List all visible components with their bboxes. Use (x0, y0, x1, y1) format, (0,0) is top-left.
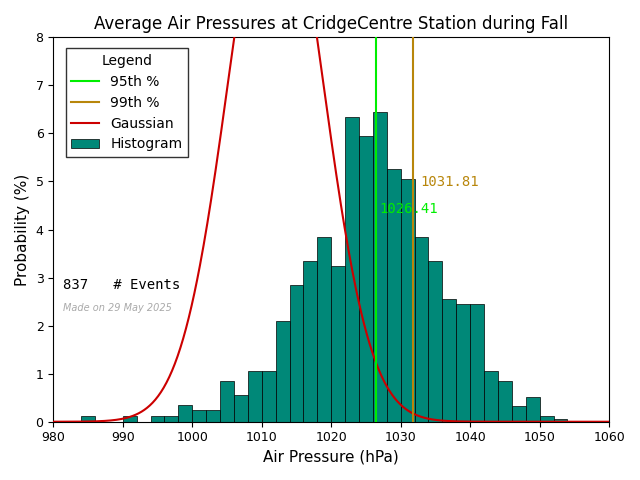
Bar (345, 117, 359, 422)
Text: 1026.41: 1026.41 (380, 202, 438, 216)
Bar (164, 416, 179, 422)
Bar (262, 371, 276, 422)
Y-axis label: Probability (%): Probability (%) (15, 173, 30, 286)
Bar (456, 304, 470, 422)
Bar (554, 419, 568, 422)
Text: 837   # Events: 837 # Events (63, 277, 180, 291)
Bar (498, 381, 512, 422)
Bar (81, 416, 95, 422)
Bar (248, 371, 262, 422)
Bar (428, 261, 442, 422)
Text: 1031.81: 1031.81 (420, 175, 479, 189)
Bar (289, 285, 303, 422)
Bar (220, 381, 234, 422)
Bar (373, 112, 387, 422)
Bar (525, 397, 540, 422)
Title: Average Air Pressures at CridgeCentre Station during Fall: Average Air Pressures at CridgeCentre St… (94, 15, 568, 33)
Bar (276, 321, 289, 422)
Bar (415, 237, 428, 422)
X-axis label: Air Pressure (hPa): Air Pressure (hPa) (263, 450, 399, 465)
Bar (192, 410, 206, 422)
Bar (401, 179, 415, 422)
Bar (387, 169, 401, 422)
Bar (332, 265, 345, 422)
Bar (234, 396, 248, 422)
Bar (303, 261, 317, 422)
Bar (442, 299, 456, 422)
Text: Made on 29 May 2025: Made on 29 May 2025 (63, 302, 172, 312)
Bar (317, 237, 332, 422)
Bar (359, 136, 373, 422)
Bar (150, 416, 164, 422)
Bar (484, 371, 498, 422)
Bar (123, 416, 137, 422)
Bar (540, 416, 554, 422)
Legend: 95th %, 99th %, Gaussian, Histogram: 95th %, 99th %, Gaussian, Histogram (66, 48, 188, 157)
Bar (206, 410, 220, 422)
Bar (512, 407, 525, 422)
Bar (179, 405, 192, 422)
Bar (470, 304, 484, 422)
